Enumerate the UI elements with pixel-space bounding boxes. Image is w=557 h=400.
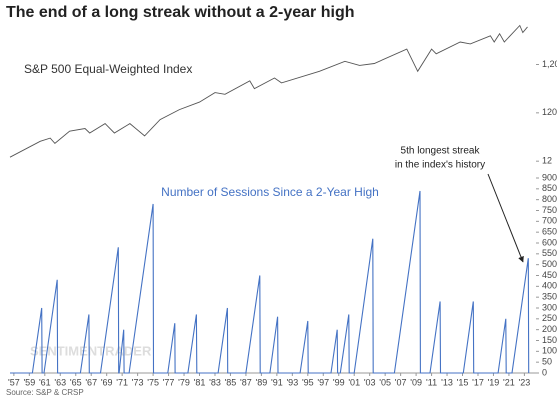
x-tick-label: '03 (364, 377, 376, 387)
x-tick-label: '81 (194, 377, 206, 387)
y-tick-label: 900 (542, 172, 557, 182)
y-tick-label: 350 (542, 292, 557, 302)
annotation: 5th longest streak (401, 146, 481, 157)
x-tick-label: '17 (472, 377, 484, 387)
x-tick-label: '13 (441, 377, 453, 387)
x-tick-label: '07 (395, 377, 407, 387)
x-tick-label: '21 (503, 377, 515, 387)
x-tick-label: '65 (70, 377, 82, 387)
annotation-arrow (487, 173, 524, 263)
y-tick-label: 750 (542, 205, 557, 215)
y-tick-label: 400 (542, 281, 557, 291)
x-tick-label: '83 (209, 377, 221, 387)
x-tick-label: '91 (271, 377, 283, 387)
page-title: The end of a long streak without a 2-yea… (6, 4, 355, 21)
x-tick-label: '71 (116, 377, 128, 387)
x-tick-label: '63 (54, 377, 66, 387)
x-tick-label: '69 (101, 377, 113, 387)
series-line (9, 24, 528, 158)
x-tick-label: '75 (147, 377, 159, 387)
x-tick-label: '85 (225, 377, 237, 387)
y-tick-label: 0 (542, 367, 547, 377)
x-tick-label: '67 (85, 377, 97, 387)
x-tick-label: '09 (410, 377, 422, 387)
annotation: in the index's history (395, 160, 485, 171)
y-tick-label: 100 (542, 346, 557, 356)
x-tick-label: '93 (286, 377, 298, 387)
x-tick-label: '23 (519, 377, 531, 387)
x-tick-label: '77 (163, 377, 175, 387)
x-tick-label: '87 (240, 377, 252, 387)
y-tick-label: 500 (542, 259, 557, 269)
series-line (10, 190, 530, 374)
y-tick-label: 200 (542, 324, 557, 334)
y-tick-label: 250 (542, 313, 557, 323)
y-tick-label: 450 (542, 270, 557, 280)
x-tick-label: '99 (333, 377, 345, 387)
panel-label: S&P 500 Equal-Weighted Index (24, 62, 192, 76)
x-tick-label: '19 (488, 377, 500, 387)
x-tick-label: '05 (379, 377, 391, 387)
y-tick-label: 700 (542, 216, 557, 226)
x-tick-label: '97 (317, 377, 329, 387)
y-tick-label: 600 (542, 237, 557, 247)
panel-title: Number of Sessions Since a 2-Year High (161, 185, 379, 199)
x-tick-label: '73 (132, 377, 144, 387)
source: Source: S&P & CRSP (6, 388, 84, 397)
y-tick-label: 1,200 (542, 59, 557, 69)
x-tick-label: '11 (426, 377, 437, 387)
x-tick-label: '59 (23, 377, 35, 387)
y-tick-label: 150 (542, 335, 557, 345)
y-tick-label: 120 (542, 107, 557, 117)
x-tick-label: '15 (457, 377, 469, 387)
y-tick-label: 850 (542, 183, 557, 193)
x-tick-label: '61 (39, 377, 51, 387)
x-tick-label: '57 (8, 377, 20, 387)
y-tick-label: 650 (542, 227, 557, 237)
y-tick-label: 50 (542, 357, 552, 367)
x-tick-label: '79 (178, 377, 190, 387)
y-tick-label: 300 (542, 302, 557, 312)
x-tick-label: '95 (302, 377, 314, 387)
x-tick-label: '01 (348, 377, 360, 387)
x-tick-label: '89 (256, 377, 268, 387)
y-tick-label: 800 (542, 194, 557, 204)
y-tick-label: 550 (542, 248, 557, 258)
y-tick-label: 12 (542, 156, 552, 166)
